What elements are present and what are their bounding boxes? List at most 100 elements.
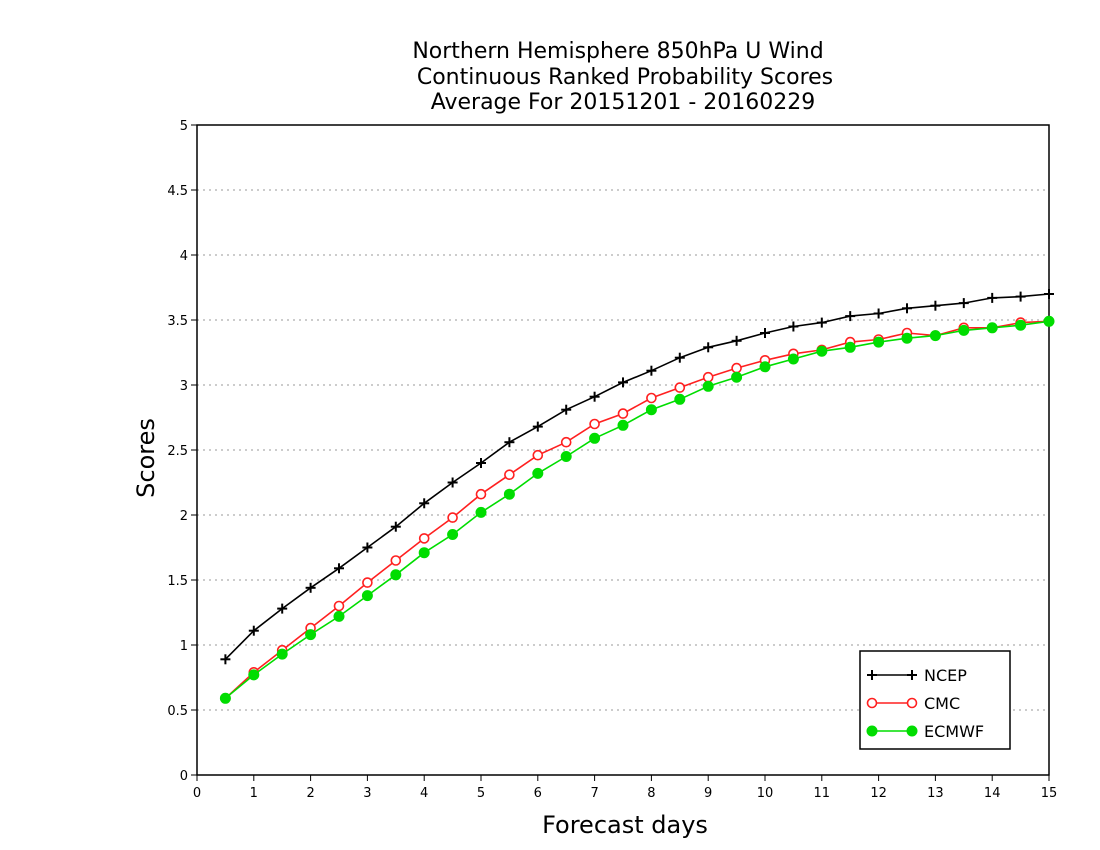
x-tick-label: 14: [984, 786, 1001, 801]
data-point-cmc: [702, 371, 714, 383]
legend-marker-ncep: [867, 670, 877, 680]
legend-box: [859, 650, 1011, 750]
x-tick-label: 13: [927, 786, 944, 801]
data-point-ecmwf: [219, 692, 231, 704]
data-point-cmc: [333, 600, 345, 612]
x-tick-label: 1: [250, 786, 258, 801]
x-tick-label: 8: [647, 786, 655, 801]
data-point-ncep: [220, 654, 231, 665]
legend-marker-ecmwf: [906, 725, 918, 737]
x-tick-label: 7: [590, 786, 598, 801]
chart-title-line-2: Continuous Ranked Probability Scores: [417, 65, 833, 90]
data-point-ncep: [930, 300, 941, 311]
data-point-ecmwf: [958, 324, 970, 336]
series-line-ncep: [224, 293, 1050, 660]
data-point-ecmwf: [503, 488, 515, 500]
data-point-ncep: [1015, 291, 1026, 302]
data-point-ncep: [618, 377, 628, 388]
data-point-ecmwf: [532, 467, 544, 479]
x-tick-label: 5: [477, 786, 485, 801]
data-point-ncep: [674, 352, 685, 363]
y-tick-label: 3.5: [167, 314, 188, 329]
data-point-ncep: [816, 317, 827, 328]
data-point-ncep: [419, 498, 430, 509]
data-point-ncep: [845, 311, 856, 322]
data-point-ncep: [646, 365, 657, 376]
data-point-cmc: [418, 533, 430, 544]
data-point-ncep: [532, 421, 543, 432]
data-point-ecmwf: [674, 393, 686, 405]
data-point-ncep: [873, 308, 884, 319]
data-point-ncep: [902, 303, 912, 314]
x-axis: 0 1 2 3 4 5 6 7 8 9 10 11 12 13 14 15: [193, 775, 1057, 801]
data-point-ecmwf: [645, 404, 657, 416]
y-axis-label: Scores: [132, 418, 160, 498]
data-point-ecmwf: [361, 590, 373, 602]
x-tick-label: 11: [814, 786, 831, 801]
legend-label-cmc: CMC: [924, 694, 960, 713]
series-line-ecmwf: [224, 320, 1050, 699]
data-point-ecmwf: [1043, 315, 1055, 327]
data-point-ecmwf: [702, 380, 714, 392]
data-point-ecmwf: [418, 547, 430, 559]
y-tick-label: 0: [180, 769, 188, 784]
data-point-ecmwf: [276, 648, 288, 660]
data-point-ncep: [476, 458, 486, 468]
data-point-ecmwf: [759, 361, 771, 373]
data-point-ecmwf: [248, 669, 260, 681]
y-tick-label: 4: [180, 249, 188, 264]
legend-marker-cmc: [906, 697, 918, 709]
legend-label-ecmwf: ECMWF: [924, 722, 984, 741]
data-point-ecmwf: [731, 371, 743, 383]
data-point-ncep: [958, 298, 969, 309]
data-point-ncep: [731, 335, 742, 346]
series-layer: [219, 289, 1055, 704]
y-tick-label: 0.5: [167, 704, 188, 719]
x-tick-label: 2: [306, 786, 314, 801]
data-point-ecmwf: [589, 432, 601, 444]
data-point-ecmwf: [1015, 319, 1027, 331]
series-line-cmc: [224, 320, 1050, 699]
legend-marker-cmc: [866, 697, 878, 709]
y-tick-label: 5: [180, 119, 188, 134]
data-point-cmc: [731, 362, 742, 374]
data-point-ecmwf: [475, 506, 487, 518]
data-point-cmc: [447, 512, 458, 523]
legend-marker-ecmwf: [866, 725, 878, 737]
data-point-ecmwf: [560, 451, 572, 462]
x-tick-label: 12: [870, 786, 887, 801]
series-ncep: [220, 289, 1054, 665]
legend: NCEP CMC ECMWF: [859, 650, 1011, 750]
data-point-ecmwf: [390, 569, 402, 581]
data-point-ecmwf: [305, 629, 317, 641]
data-point-cmc: [362, 577, 373, 588]
data-point-ncep: [760, 328, 770, 338]
y-tick-label: 1: [180, 639, 188, 654]
data-point-ncep: [390, 521, 401, 532]
data-point-ncep: [788, 321, 799, 332]
y-tick-label: 4.5: [167, 184, 188, 199]
data-point-ncep: [447, 477, 458, 488]
legend-label-ncep: NCEP: [924, 666, 967, 685]
legend-item-cmc: CMC: [866, 694, 960, 713]
x-tick-label: 9: [704, 786, 712, 801]
x-tick-label: 0: [193, 786, 201, 801]
data-point-ncep: [561, 404, 572, 415]
data-point-ncep: [277, 603, 288, 614]
chart-title-line-1: Northern Hemisphere 850hPa U Wind: [412, 39, 823, 64]
data-point-ecmwf: [447, 529, 459, 540]
x-tick-label: 3: [363, 786, 371, 801]
data-point-ecmwf: [844, 341, 856, 353]
chart-title: Northern Hemisphere 850hPa U Wind Contin…: [412, 39, 833, 115]
data-point-cmc: [390, 555, 402, 566]
data-point-ecmwf: [929, 330, 941, 342]
data-point-cmc: [589, 418, 600, 430]
x-tick-label: 15: [1041, 786, 1058, 801]
y-tick-label: 1.5: [167, 574, 188, 589]
data-point-ncep: [334, 563, 344, 574]
data-point-ecmwf: [986, 322, 998, 334]
series-ecmwf: [219, 315, 1055, 704]
data-point-ncep: [305, 582, 316, 593]
x-axis-label: Forecast days: [542, 811, 708, 839]
